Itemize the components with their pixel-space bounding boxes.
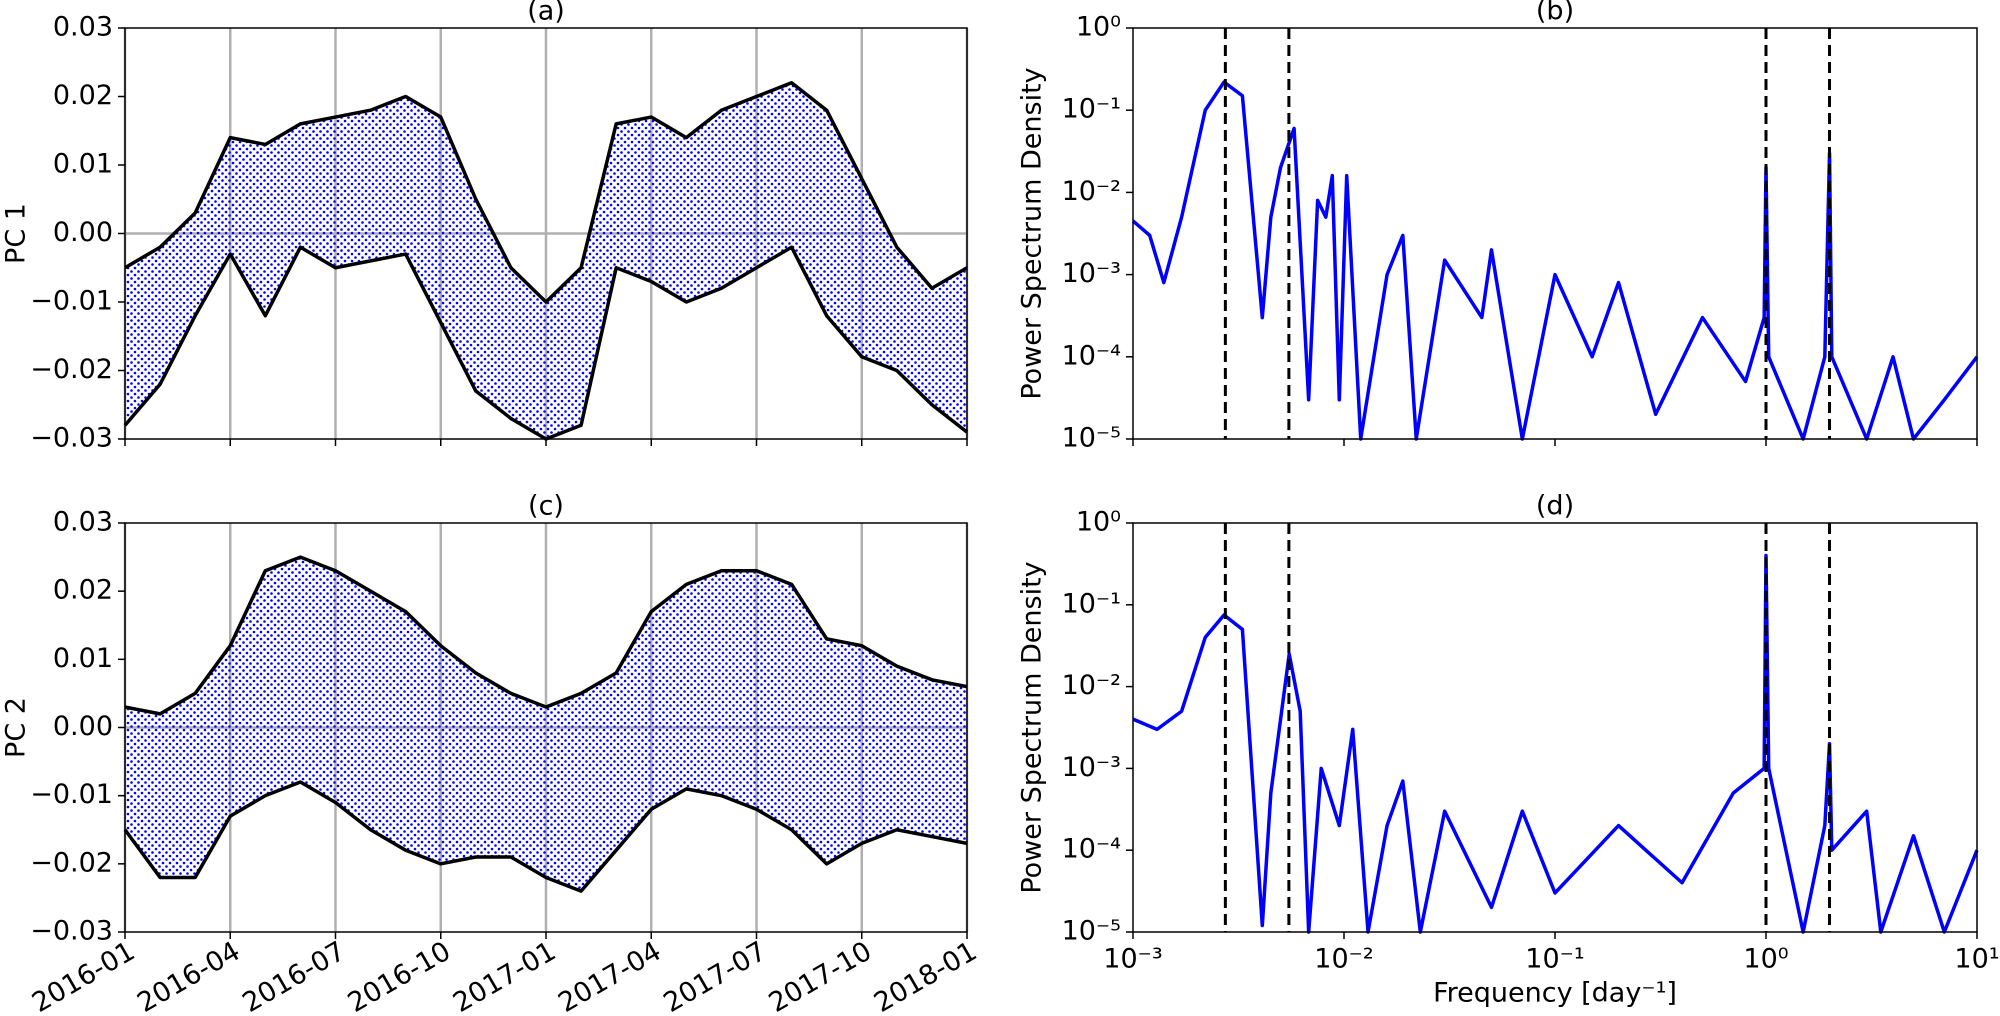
y-tick-label: 0.01 — [53, 149, 113, 180]
y-tick-label: 0.00 — [53, 217, 113, 248]
y-tick-label: 0.01 — [53, 643, 113, 674]
plot-frame — [1132, 27, 1978, 440]
plot-frame — [1132, 522, 1978, 933]
y-tick-label: 10⁻⁴ — [1062, 340, 1121, 371]
x-tick-label: 2017-04 — [553, 936, 666, 1016]
x-tick-label: 10¹ — [1954, 944, 1999, 975]
plot-frame — [124, 522, 968, 933]
panel: 10⁻³ 10⁻² 10⁻¹ 10⁰ 10¹ 10⁻⁵ 10⁻⁴ 10⁻³ 10⁻² 10⁻¹ 10… — [1017, 491, 2000, 1009]
y-axis-label: Power Spectrum Density — [1017, 67, 1048, 399]
y-tick-label: 0.03 — [53, 12, 113, 43]
y-axis-label: PC 2 — [1, 697, 32, 758]
x-tick-label: 10⁻¹ — [1525, 944, 1584, 975]
x-tick-label: 2017-01 — [448, 936, 561, 1016]
x-tick-label: 2016-04 — [132, 936, 245, 1016]
y-tick-label: 0.00 — [53, 711, 113, 742]
panel: 2016-012016-042016-072016-102017-012017-… — [1, 491, 983, 1016]
panel-title: (a) — [527, 0, 565, 27]
y-axis-label: Power Spectrum Density — [1017, 561, 1048, 893]
y-tick-label: 0.02 — [53, 80, 113, 111]
panel-title: (c) — [528, 491, 564, 522]
y-tick-label: 10⁻⁵ — [1062, 423, 1121, 454]
y-tick-label: −0.01 — [30, 286, 113, 317]
x-tick-label: 10⁰ — [1743, 944, 1788, 975]
y-tick-label: 10⁻⁵ — [1062, 916, 1121, 947]
y-tick-label: 10⁻² — [1062, 670, 1121, 701]
series-line — [1131, 80, 1979, 441]
y-tick-label: 10⁰ — [1076, 12, 1121, 43]
y-tick-label: 10⁻⁴ — [1062, 834, 1121, 865]
series-line — [124, 81, 968, 304]
panel-title: (b) — [1536, 0, 1574, 27]
x-tick-label: 2016-07 — [238, 936, 351, 1016]
y-tick-label: −0.02 — [30, 354, 113, 385]
y-tick-label: 10⁰ — [1076, 507, 1121, 538]
panel: −0.03 −0.02 −0.01 0.00 0.01 0.02 0.03 (a) PC 1 — [1, 0, 969, 454]
x-tick-label: 10⁻³ — [1103, 944, 1162, 975]
y-axis-label: PC 1 — [1, 203, 32, 264]
y-tick-label: 10⁻³ — [1062, 258, 1121, 289]
series-line — [123, 780, 968, 893]
y-tick-label: 10⁻¹ — [1062, 94, 1121, 125]
y-tick-label: 0.03 — [53, 507, 113, 538]
plot-frame — [124, 27, 968, 440]
y-tick-label: −0.03 — [30, 916, 113, 947]
x-tick-label: 2017-07 — [659, 936, 772, 1016]
y-tick-label: 10⁻³ — [1062, 752, 1121, 783]
x-tick-label: 2017-10 — [764, 936, 877, 1016]
x-axis-label: Frequency [day⁻¹] — [1433, 978, 1677, 1009]
y-tick-label: −0.02 — [30, 847, 113, 878]
y-tick-label: 10⁻² — [1062, 176, 1121, 207]
x-tick-label: 2018-01 — [869, 936, 982, 1016]
x-tick-label: 10⁻² — [1314, 944, 1373, 975]
y-tick-label: −0.03 — [30, 423, 113, 454]
y-tick-label: 0.02 — [53, 575, 113, 606]
series-line — [1132, 553, 1979, 934]
series-line — [124, 555, 968, 716]
y-tick-label: −0.01 — [30, 779, 113, 810]
x-tick-label: 2016-01 — [27, 936, 140, 1016]
panel-title: (d) — [1536, 491, 1574, 522]
panel: 10⁻⁵ 10⁻⁴ 10⁻³ 10⁻² 10⁻¹ 10⁰ (b) Power Spectrum… — [1017, 0, 1979, 454]
dot-band — [125, 82, 967, 440]
x-tick-label: 2016-10 — [343, 936, 456, 1016]
y-tick-label: 10⁻¹ — [1062, 588, 1121, 619]
